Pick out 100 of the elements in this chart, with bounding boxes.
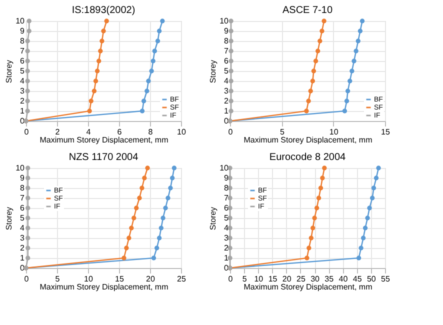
- point: [306, 246, 312, 250]
- y-tick-label: 6: [20, 204, 26, 212]
- point: [98, 48, 103, 54]
- y-tick-label: 4: [20, 76, 26, 86]
- y-tick-label: 10: [220, 16, 230, 26]
- y-tick-label: 1: [20, 106, 26, 116]
- point: [26, 196, 30, 200]
- y-tick-label: 8: [20, 184, 26, 192]
- point: [25, 58, 30, 64]
- y-tick-label: 10: [16, 16, 26, 26]
- y-tick-label: 6: [224, 204, 230, 212]
- point: [151, 256, 156, 260]
- point: [322, 166, 327, 170]
- point: [26, 226, 30, 230]
- y-tick-label: 0: [224, 116, 230, 126]
- point: [144, 88, 150, 94]
- y-tick-label: 0: [224, 264, 230, 272]
- y-tick-label: 6: [20, 56, 26, 66]
- point: [100, 38, 104, 44]
- x-tick-label: 55: [381, 274, 390, 284]
- y-tick-label: 5: [20, 214, 26, 222]
- point: [26, 166, 30, 170]
- point: [356, 38, 360, 44]
- point: [168, 186, 173, 190]
- y-tick-label: 5: [20, 66, 26, 76]
- point: [156, 28, 162, 34]
- y-tick-label: 10: [16, 164, 26, 172]
- point: [318, 186, 324, 190]
- point: [137, 196, 142, 200]
- y-tick-label: 9: [20, 26, 26, 36]
- x-tick-label: 20: [282, 274, 292, 284]
- x-tick-label: 30: [310, 274, 320, 284]
- point: [154, 246, 160, 250]
- point: [358, 246, 364, 250]
- x-tick-label: 15: [381, 128, 390, 136]
- point: [94, 68, 100, 74]
- point: [172, 166, 177, 170]
- point: [356, 256, 362, 260]
- point: [316, 196, 322, 200]
- point: [358, 28, 363, 34]
- point: [360, 18, 365, 24]
- x-tick-label: 50: [366, 274, 376, 284]
- point: [25, 38, 30, 44]
- point: [318, 38, 322, 44]
- point: [311, 68, 316, 74]
- point: [315, 48, 320, 54]
- point: [25, 48, 30, 54]
- x-tick-label: 20: [146, 274, 156, 284]
- point: [88, 98, 94, 104]
- point: [367, 206, 372, 210]
- point: [228, 88, 234, 94]
- point: [308, 236, 314, 240]
- y-tick-label: 7: [224, 194, 230, 202]
- point: [149, 68, 154, 74]
- point: [320, 28, 324, 34]
- point: [228, 216, 232, 220]
- point: [156, 236, 162, 240]
- x-axis-title: Maximum Storey Displacement, mm: [244, 136, 373, 144]
- point: [348, 78, 352, 84]
- y-tick-label: 2: [20, 244, 26, 252]
- point: [140, 186, 144, 190]
- point: [314, 206, 320, 210]
- x-tick-label: 10: [177, 128, 186, 136]
- point: [304, 108, 309, 114]
- point: [228, 236, 232, 240]
- point: [365, 216, 370, 220]
- point: [228, 98, 234, 104]
- point: [26, 236, 30, 240]
- x-tick-label: 2: [55, 128, 60, 136]
- point: [25, 88, 30, 94]
- point: [166, 196, 170, 200]
- point: [101, 28, 106, 34]
- point: [25, 78, 30, 84]
- point: [304, 256, 310, 260]
- point: [26, 176, 30, 180]
- point: [160, 18, 165, 24]
- point: [370, 196, 375, 200]
- point: [228, 78, 234, 84]
- y-tick-label: 5: [224, 214, 230, 222]
- y-tick-label: 0: [20, 116, 26, 126]
- point: [228, 68, 234, 74]
- point: [158, 226, 164, 230]
- point: [228, 206, 232, 210]
- y-tick-label: 2: [20, 96, 26, 106]
- x-tick-label: 8: [148, 128, 154, 136]
- point: [310, 78, 316, 84]
- point: [155, 38, 160, 44]
- y-tick-label: 7: [20, 194, 26, 202]
- x-tick-label: 10: [84, 274, 94, 284]
- y-tick-label: 2: [224, 96, 230, 106]
- point: [354, 48, 358, 54]
- y-tick-label: 10: [220, 164, 230, 172]
- x-tick-label: 45: [352, 274, 362, 284]
- point: [25, 98, 30, 104]
- x-tick-label: 25: [177, 274, 186, 284]
- chart-title: NZS 1170 2004: [68, 152, 139, 163]
- point: [228, 28, 234, 34]
- point: [26, 206, 30, 210]
- point: [140, 108, 145, 114]
- y-axis-title: Storey: [208, 206, 218, 230]
